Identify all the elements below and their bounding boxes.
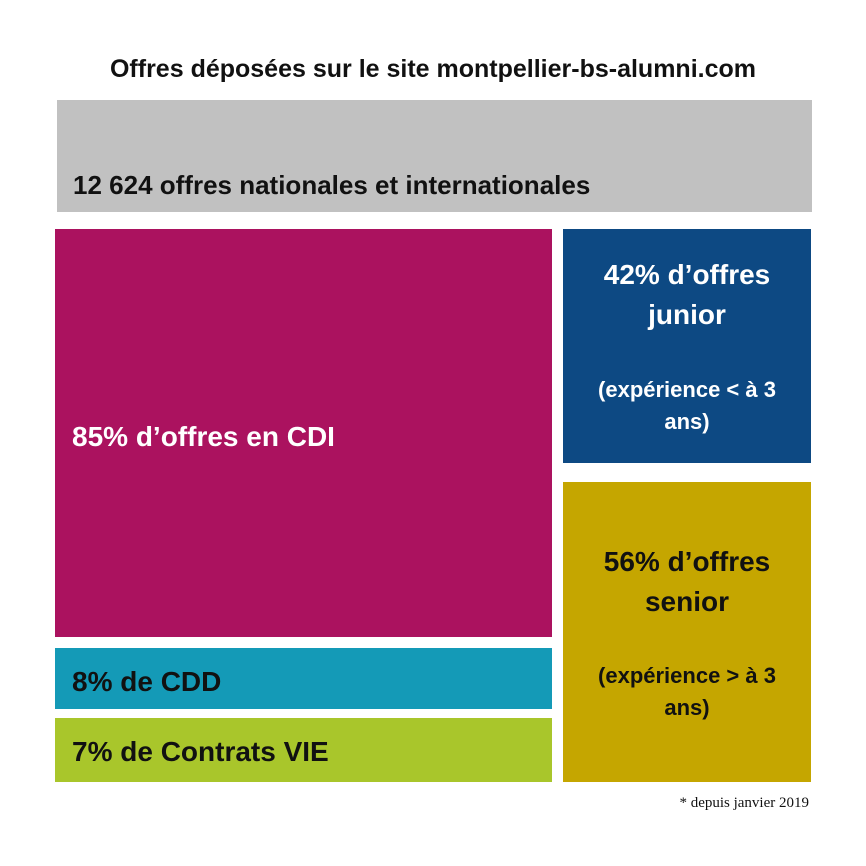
junior-tile: 42% d’offres junior (expérience < à 3 an…: [563, 229, 811, 463]
junior-label: 42% d’offres junior: [563, 255, 811, 335]
senior-note: (expérience > à 3 ans): [563, 660, 811, 724]
junior-label-line1: 42% d’offres: [603, 259, 771, 290]
cdi-label: 85% d’offres en CDI: [72, 421, 335, 452]
senior-label-line2: senior: [644, 586, 730, 617]
vie-label: 7% de Contrats VIE: [72, 736, 329, 767]
footnote: * depuis janvier 2019: [679, 795, 809, 811]
junior-note-line1: (expérience < à 3: [598, 377, 776, 402]
senior-tile: 56% d’offres senior (expérience > à 3 an…: [563, 482, 811, 782]
senior-note-line1: (expérience > à 3: [598, 663, 776, 688]
chart-title: Offres déposées sur le site montpellier-…: [109, 55, 756, 83]
cdd-tile: 8% de CDD: [55, 648, 552, 709]
cdi-tile: 85% d’offres en CDI: [55, 229, 552, 637]
senior-label: 56% d’offres senior: [563, 542, 811, 622]
senior-note-line2: ans): [664, 695, 710, 720]
cdd-label: 8% de CDD: [72, 666, 222, 697]
vie-tile: 7% de Contrats VIE: [55, 718, 552, 782]
senior-label-line1: 56% d’offres: [603, 546, 771, 577]
junior-note-line2: ans): [664, 409, 710, 434]
junior-note: (expérience < à 3 ans): [563, 374, 811, 438]
total-offers-tile: 12 624 offres nationales et internationa…: [57, 100, 812, 212]
junior-label-line2: junior: [648, 299, 726, 330]
total-offers-label: 12 624 offres nationales et internationa…: [73, 170, 591, 200]
